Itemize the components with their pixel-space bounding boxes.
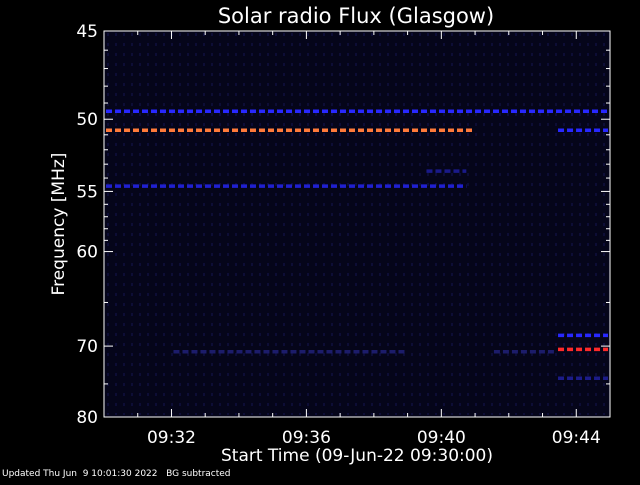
plot-background (104, 31, 610, 417)
y-tick-label: 50 (76, 110, 98, 130)
y-axis-ticks: 45 50 55 60 70 80 (76, 22, 610, 428)
y-tick-label: 60 (76, 243, 98, 263)
footer-gap (158, 469, 167, 479)
bg-subtracted-note: BG subtracted (166, 469, 231, 479)
emission-bands (106, 109, 608, 380)
x-axis-label: Start Time (09-Jun-22 09:30:00) (221, 446, 493, 466)
x-tick-label: 09:36 (282, 428, 331, 448)
y-tick-label: 45 (76, 22, 98, 42)
y-axis-label: Frequency [MHz] (49, 153, 69, 296)
chart-title: Solar radio Flux (Glasgow) (218, 4, 494, 28)
plot-frame (103, 30, 611, 418)
x-tick-label: 09:32 (147, 428, 196, 448)
y-tick-label: 70 (76, 337, 98, 357)
updated-timestamp: Updated Thu Jun 9 10:01:30 2022 (2, 469, 158, 479)
y-tick-label: 80 (76, 408, 98, 428)
x-axis-ticks: 09:32 09:36 09:40 09:44 (137, 31, 601, 448)
y-tick-label: 55 (76, 182, 98, 202)
x-tick-label: 09:44 (552, 428, 601, 448)
footer-status: Updated Thu Jun 9 10:01:30 2022 BG subtr… (2, 469, 231, 479)
x-tick-label: 09:40 (417, 428, 466, 448)
